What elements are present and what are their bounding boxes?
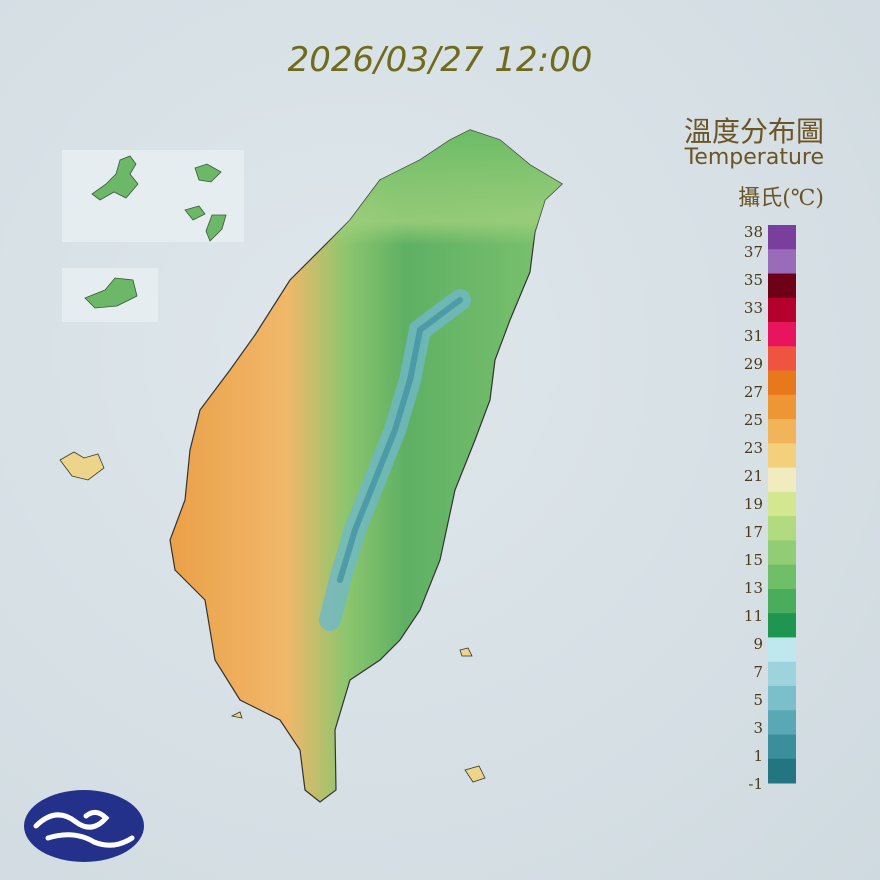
legend-tick-label: 33 [744, 299, 763, 317]
colorbar-segment [768, 322, 796, 347]
logo [24, 790, 144, 862]
legend-tick-label: 5 [753, 691, 763, 709]
northern-region [255, 130, 562, 360]
colorbar-segment [768, 637, 796, 663]
mountain-peak [337, 297, 463, 583]
timestamp: 2026/03/27 12:00 [287, 40, 593, 80]
colorbar-segment [768, 734, 796, 760]
legend-tick-label: 31 [744, 327, 763, 345]
legend-tick-label: 38 [744, 223, 763, 241]
colorbar-segment [768, 346, 796, 372]
legend-tick-label: 11 [744, 607, 763, 625]
colorbar-segment [768, 613, 796, 638]
colorbar-segment [768, 273, 796, 299]
legend-tick-label: 27 [744, 383, 763, 401]
colorbar-segment [768, 564, 796, 590]
legend-subtitle: Temperature [684, 145, 824, 170]
island [230, 647, 486, 783]
legend-tick-label: 13 [744, 579, 763, 597]
colorbar-segment [768, 491, 796, 517]
colorbar-segment [768, 685, 796, 711]
legend-tick-label: 1 [753, 747, 763, 765]
legend-tick-label: 35 [744, 271, 763, 289]
legend-tick-label: 29 [744, 355, 763, 373]
island [91, 155, 227, 242]
legend-tick-label: 15 [744, 551, 763, 569]
colorbar-segment [768, 710, 796, 735]
colorbar-segment [768, 661, 796, 687]
legend-tick-label: 3 [753, 719, 763, 737]
legend-tick-label: 25 [744, 411, 763, 429]
colorbar-segment [768, 516, 796, 541]
colorbar-segment [768, 419, 796, 444]
legend-tick-label: 37 [744, 243, 763, 261]
legend-tick-label: 21 [744, 467, 763, 485]
legend-tick-label: -1 [748, 775, 763, 793]
colorbar-segment [768, 370, 796, 396]
colorbar-segment [768, 297, 796, 323]
legend-title: 溫度分布圖 [683, 115, 824, 148]
colorbar-segment [768, 467, 796, 493]
legend-unit: 攝氏(℃) [738, 186, 824, 211]
colorbar-segment [768, 225, 796, 250]
colorbar-segment [768, 443, 796, 469]
legend-tick-label: 23 [744, 439, 763, 457]
colorbar-segment [768, 394, 796, 420]
legend-tick-label: 19 [744, 495, 763, 513]
colorbar-segment [768, 249, 796, 275]
colorbar-segment [768, 540, 796, 566]
legend-tick-label: 9 [753, 635, 763, 653]
colorbar-segment [768, 758, 796, 784]
legend-tick-label: 17 [744, 523, 763, 541]
colorbar-segment [768, 588, 796, 614]
legend-tick-label: 7 [753, 663, 763, 681]
island [84, 277, 138, 309]
island [59, 451, 105, 481]
